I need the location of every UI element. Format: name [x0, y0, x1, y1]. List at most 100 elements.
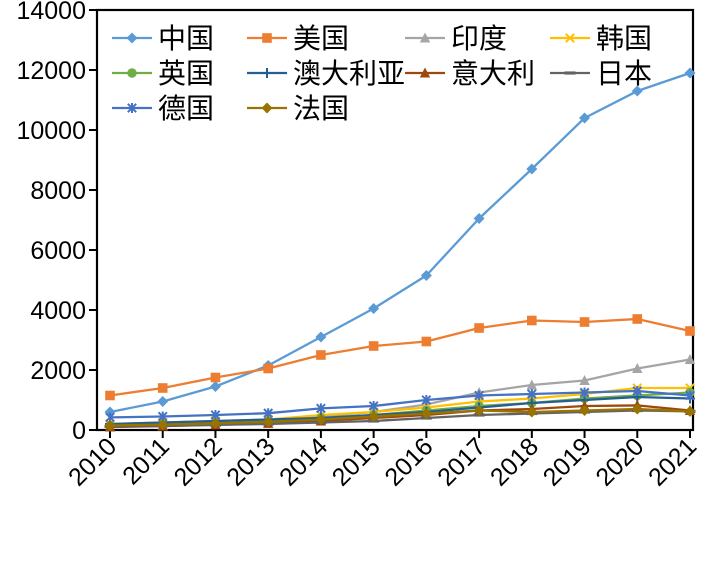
series-line-australia [109, 395, 691, 426]
data-point-usa [157, 383, 168, 393]
data-point-france [420, 408, 432, 419]
legend-item-china: 中国 [112, 23, 214, 54]
data-point-usa [263, 363, 273, 374]
data-point-india [526, 379, 538, 390]
data-point-germany [421, 395, 432, 405]
x-tick-label: 2018 [485, 432, 544, 491]
data-point-india [579, 375, 590, 385]
data-point-france [473, 405, 485, 416]
data-point-germany [526, 389, 537, 399]
data-point-china [473, 213, 485, 224]
data-point-china [368, 303, 380, 314]
data-point-usa [474, 323, 484, 333]
data-point-germany [368, 401, 379, 411]
data-point-china [684, 67, 696, 79]
data-point-france [684, 405, 696, 417]
legend-marker-korea-icon [565, 33, 575, 43]
y-axis: 0 2000 4000 6000 8000 10000 12000 14000 [16, 0, 97, 445]
legend-item-india: 印度 [405, 23, 507, 54]
legend-label-china: 中国 [158, 23, 214, 54]
data-point-china [157, 396, 169, 407]
y-tick-label: 4000 [30, 297, 86, 325]
x-tick-label: 2020 [590, 432, 649, 491]
legend-item-australia: 澳大利亚 [247, 58, 405, 89]
data-point-china [420, 270, 432, 281]
data-point-france [526, 406, 538, 418]
data-point-china [315, 331, 327, 343]
x-tick-label: 2015 [327, 432, 386, 491]
legend-label-uk: 英国 [158, 58, 214, 89]
plot-border [95, 8, 695, 432]
data-point-usa [210, 372, 221, 383]
x-tick-label: 2012 [169, 432, 228, 491]
series-line-france [109, 407, 691, 427]
legend-item-germany: 德国 [112, 93, 214, 124]
y-tick-label: 6000 [30, 237, 86, 265]
series-usa [105, 314, 695, 401]
data-point-usa [527, 315, 537, 326]
x-tick-label: 2014 [274, 432, 333, 491]
data-point-france [209, 417, 221, 429]
y-tick-label: 14000 [16, 0, 86, 25]
data-point-germany [632, 386, 643, 396]
legend-item-japan: 日本 [550, 58, 652, 89]
series-line-germany [109, 389, 691, 419]
legend-item-usa: 美国 [247, 23, 349, 54]
y-tick-label: 0 [72, 417, 86, 445]
y-tick-label: 2000 [30, 357, 86, 385]
series-line-usa [109, 317, 691, 397]
x-tick-label: 2011 [117, 432, 175, 490]
x-tick-label: 2017 [432, 432, 491, 491]
legend-label-usa: 美国 [293, 23, 349, 54]
x-tick-label: 2013 [221, 432, 280, 491]
data-point-germany [316, 403, 326, 414]
x-axis: 2010201120122013201420152016201720182019… [63, 430, 702, 492]
data-point-germany [685, 390, 695, 401]
data-point-usa [105, 390, 115, 401]
legend-label-italy: 意大利 [451, 58, 535, 89]
legend-item-italy: 意大利 [405, 58, 535, 89]
series-line-japan [109, 409, 691, 428]
legend-item-france: 法国 [247, 93, 349, 124]
data-point-usa [579, 317, 590, 327]
legend-label-australia: 澳大利亚 [293, 58, 405, 89]
data-point-france [315, 414, 327, 425]
legend-marker-china-icon [126, 32, 138, 44]
legend-label-france: 法国 [293, 93, 349, 124]
data-point-china [209, 381, 221, 392]
legend-marker-india-icon [419, 32, 431, 43]
legend-item-korea: 韩国 [550, 23, 652, 54]
legend-marker-uk-icon [127, 68, 137, 78]
legend-marker-usa-icon [262, 33, 272, 43]
y-tick-label: 8000 [30, 177, 86, 205]
legend-marker-germany-icon [127, 103, 137, 113]
legend-label-korea: 韩国 [596, 23, 652, 54]
data-point-germany [474, 390, 484, 401]
data-point-usa [685, 326, 695, 336]
y-tick-label: 10000 [16, 117, 86, 145]
series-line-china [109, 71, 691, 414]
data-point-india [632, 363, 643, 373]
x-tick-label: 2021 [643, 432, 702, 491]
data-point-germany [579, 387, 590, 398]
data-point-usa [316, 350, 326, 360]
legend-label-germany: 德国 [158, 93, 214, 124]
data-point-france [262, 416, 274, 428]
x-tick-label: 2016 [379, 432, 438, 491]
data-point-france [631, 403, 643, 415]
data-point-china [631, 85, 643, 97]
legend-marker-france-icon [261, 102, 273, 114]
legend-item-uk: 英国 [112, 58, 214, 89]
data-point-usa [368, 341, 379, 351]
x-tick-label: 2019 [538, 432, 597, 491]
y-tick-label: 12000 [16, 57, 86, 85]
data-point-usa [632, 314, 643, 324]
legend-marker-italy-icon [419, 67, 431, 78]
data-point-france [368, 411, 380, 422]
legend-marker-australia-icon [262, 68, 272, 78]
data-point-france [579, 405, 591, 416]
data-point-france [157, 419, 169, 431]
